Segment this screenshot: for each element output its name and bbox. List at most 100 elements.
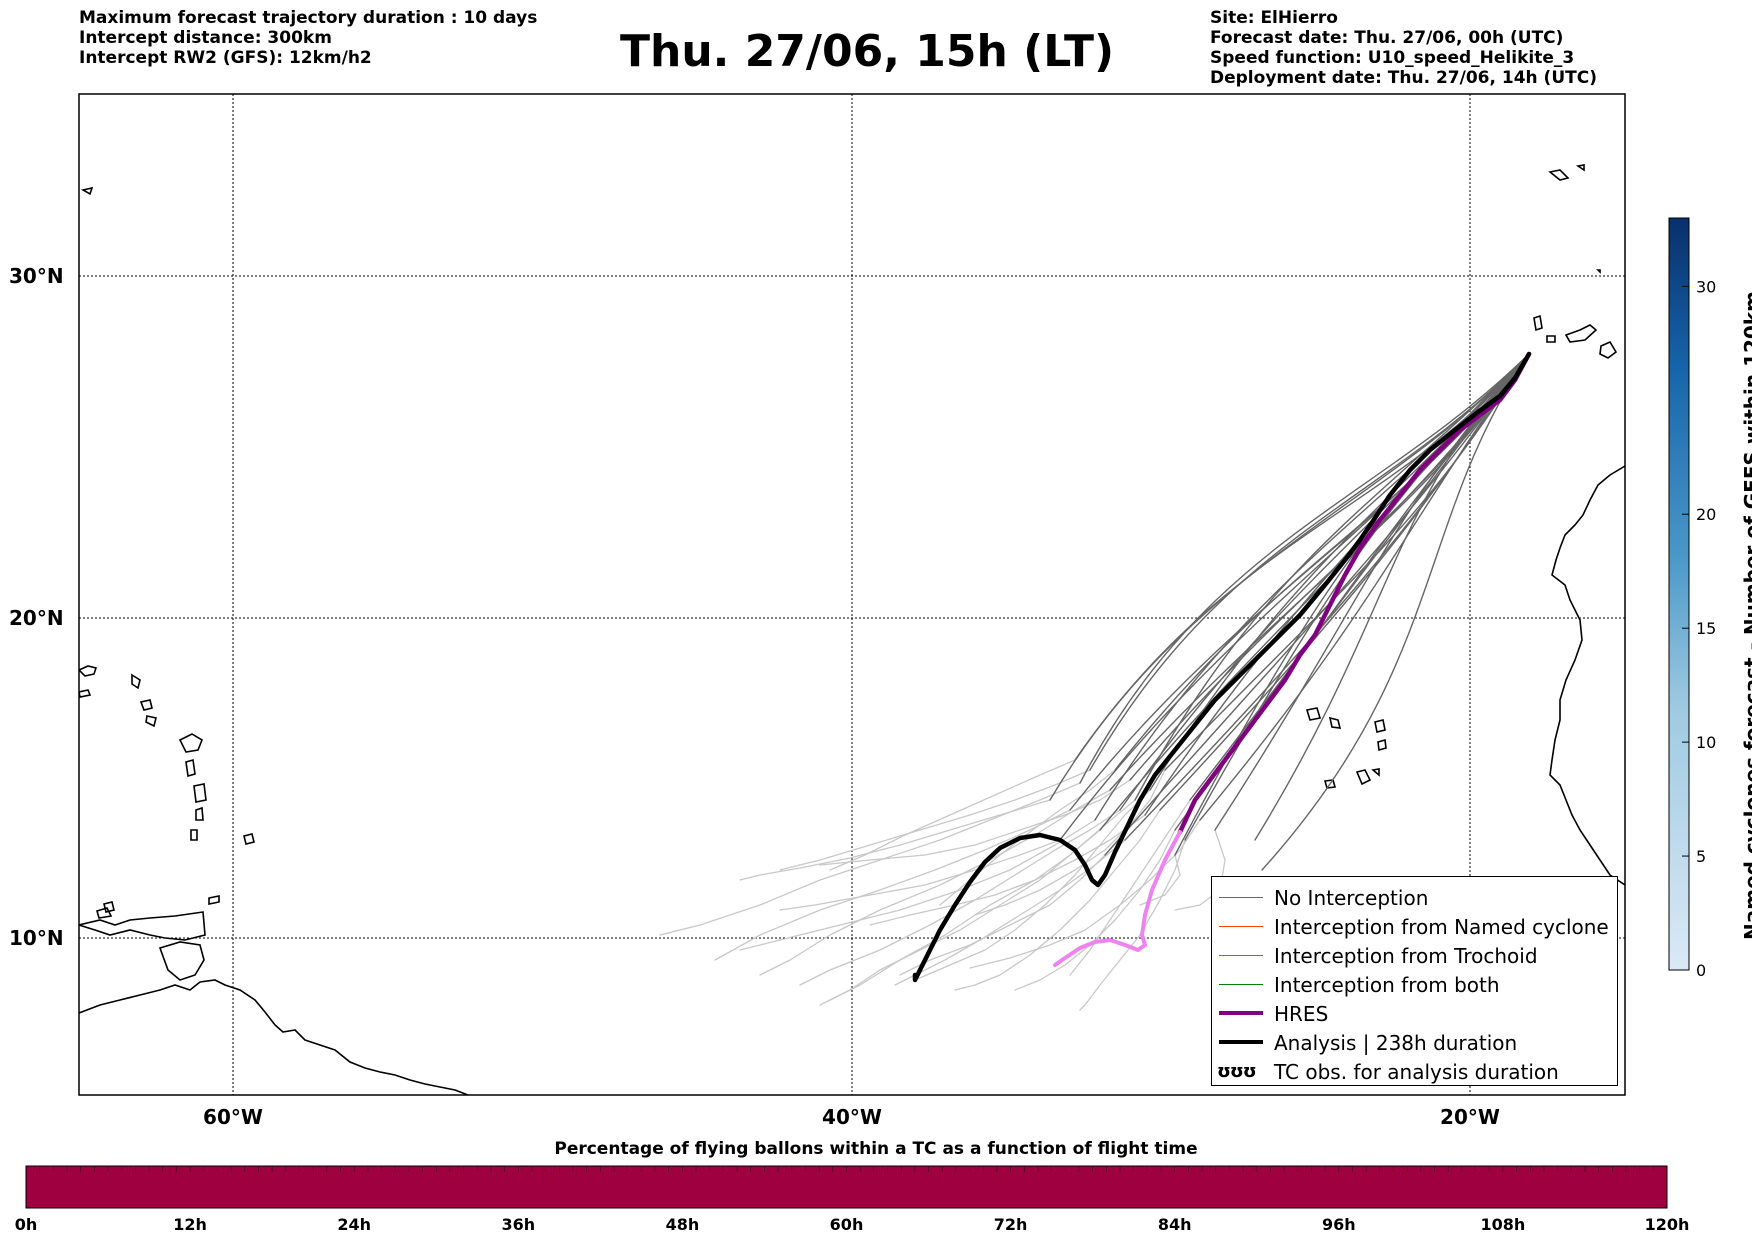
speed-function-text: Speed function: U10_speed_Helikite_3: [1210, 48, 1575, 68]
legend-swatch: [1219, 1040, 1263, 1044]
ensemble-traj-late: [779, 839, 1061, 911]
island-bonaire: [96, 907, 113, 919]
legend-item-trochoid: Interception from Trochoid: [1212, 941, 1617, 970]
ensemble-traj-early: [1199, 353, 1530, 821]
colorbar-label: Named cyclones forecast - Number of GEFS…: [1740, 291, 1752, 940]
ensemble-traj-late: [829, 759, 1076, 871]
lat-label-20n: 20°N: [9, 606, 64, 630]
lon-label-40w: 40°W: [822, 1105, 882, 1129]
legend-label: HRES: [1274, 1001, 1329, 1026]
legend-item-tc-obs: ʊʊʊ TC obs. for analysis duration: [1212, 1057, 1617, 1086]
legend-label: Interception from Trochoid: [1274, 943, 1538, 968]
timebar-tick-label: 120h: [1645, 1215, 1690, 1234]
ensemble-traj-late: [739, 819, 1096, 951]
tc-symbol-icon: ʊʊʊ: [1217, 1061, 1257, 1082]
deployment-date-text: Deployment date: Thu. 27/06, 14h (UTC): [1210, 68, 1597, 88]
hres-trajectory-late: [1053, 830, 1182, 967]
timebar-tick-label: 48h: [666, 1215, 700, 1234]
timebar-title: Percentage of flying ballons within a TC…: [554, 1139, 1198, 1159]
header-left: Maximum forecast trajectory duration : 1…: [79, 8, 537, 68]
island-barbados: [243, 833, 255, 845]
island-caribbean-1: [79, 665, 98, 677]
legend-label: Analysis | 238h duration: [1274, 1030, 1518, 1055]
lon-label-20w: 20°W: [1440, 1105, 1500, 1129]
timebar-tick-label: 12h: [173, 1215, 207, 1234]
legend-label: No Interception: [1274, 885, 1429, 910]
timebar-tick-label: 24h: [337, 1215, 371, 1234]
venezuela-north-coast: [79, 911, 206, 941]
timebar-tick-label: 60h: [830, 1215, 864, 1234]
legend-item-analysis: Analysis | 238h duration: [1212, 1028, 1617, 1057]
trinidad-coast: [158, 941, 205, 981]
cape-verde-7: [1371, 768, 1380, 777]
ensemble-traj-early: [1261, 353, 1530, 871]
map-frame: [78, 93, 1626, 1096]
ensemble-traj-late: [739, 799, 1051, 881]
ensemble-late-segments: [659, 759, 1226, 1011]
selvagens: [1596, 269, 1601, 274]
island-st-lucia: [195, 806, 204, 821]
lat-label-30n: 30°N: [9, 264, 64, 288]
cape-verde-2: [1328, 716, 1342, 729]
timebar-tick-label: 96h: [1322, 1215, 1356, 1234]
ensemble-traj-late: [869, 814, 1146, 926]
ensemble-traj-early: [1089, 353, 1530, 771]
legend-item-hres: HRES: [1212, 999, 1617, 1028]
island-st-vincent: [190, 829, 198, 841]
legend-item-both: Interception from both: [1212, 970, 1617, 999]
header-right: Site: ElHierro Forecast date: Thu. 27/06…: [1210, 8, 1597, 88]
ensemble-traj-late: [1069, 799, 1191, 976]
timebar-tick-label: 36h: [501, 1215, 535, 1234]
island-small-1: [80, 186, 94, 196]
max-duration-text: Maximum forecast trajectory duration : 1…: [79, 8, 538, 28]
canary-4: [1599, 340, 1618, 359]
ensemble-traj-early: [1104, 353, 1530, 856]
latitude-labels: 30°N 20°N 10°N: [9, 264, 64, 950]
forecast-date-text: Forecast date: Thu. 27/06, 00h (UTC): [1210, 28, 1564, 48]
ensemble-traj-late: [779, 769, 1091, 871]
madeira-2: [1575, 164, 1585, 172]
island-caribbean-5: [145, 715, 157, 728]
trajectory-layer: [659, 351, 1532, 1011]
island-martinique: [193, 783, 207, 803]
cape-verde-4: [1377, 738, 1387, 752]
cape-verde-3: [1374, 719, 1386, 733]
lat-label-10n: 10°N: [9, 926, 64, 950]
legend-label: TC obs. for analysis duration: [1274, 1059, 1559, 1084]
ensemble-traj-late: [819, 829, 1101, 1006]
ensemble-traj-late: [1014, 829, 1176, 991]
legend-swatch: [1219, 955, 1263, 956]
analysis-trajectory: [912, 351, 1532, 983]
canary-2: [1546, 335, 1556, 343]
legend-swatch: [1219, 897, 1263, 898]
legend-label: Interception from both: [1274, 972, 1500, 997]
timebar-ticks: 0h 12h 24h 36h 48h 60h 72h 84h 96h 108h 120h: [15, 1166, 1690, 1234]
coastlines: [79, 164, 1625, 1095]
site-text: Site: ElHierro: [1210, 8, 1338, 28]
colorbar-ticks: 0 5 10 15 20 30: [1682, 277, 1716, 980]
ensemble-traj-late: [914, 789, 1151, 981]
cape-verde-1: [1305, 707, 1322, 721]
africa-coast: [1549, 465, 1625, 886]
ensemble-traj-late: [1139, 854, 1181, 906]
page-title: Thu. 27/06, 15h (LT): [620, 26, 1115, 77]
timebar-tick-label: 108h: [1481, 1215, 1526, 1234]
colorbar-tick-label: 30: [1696, 277, 1716, 296]
legend-item-named-cyclone: Interception from Named cyclone: [1212, 912, 1617, 941]
ensemble-traj-late: [974, 769, 1166, 916]
intercept-distance-text: Intercept distance: 300km: [79, 28, 332, 48]
island-dominica: [185, 758, 196, 778]
longitude-labels: 60°W 40°W 20°W: [203, 1105, 1500, 1129]
legend-swatch: [1219, 926, 1263, 927]
legend: No Interception Interception from Named …: [1211, 876, 1618, 1086]
madeira-1: [1548, 169, 1570, 181]
colorbar-tick-label: 15: [1696, 619, 1716, 638]
island-caribbean-4: [139, 699, 153, 711]
colorbar-tick-label: 0: [1696, 961, 1706, 980]
south-america-coast: [79, 979, 469, 1095]
ensemble-traj-early: [1079, 353, 1530, 784]
timebar-tick-label: 0h: [15, 1215, 38, 1234]
island-tobago: [208, 895, 220, 905]
colorbar: [1668, 217, 1690, 971]
colorbar-tick-label: 20: [1696, 505, 1716, 524]
